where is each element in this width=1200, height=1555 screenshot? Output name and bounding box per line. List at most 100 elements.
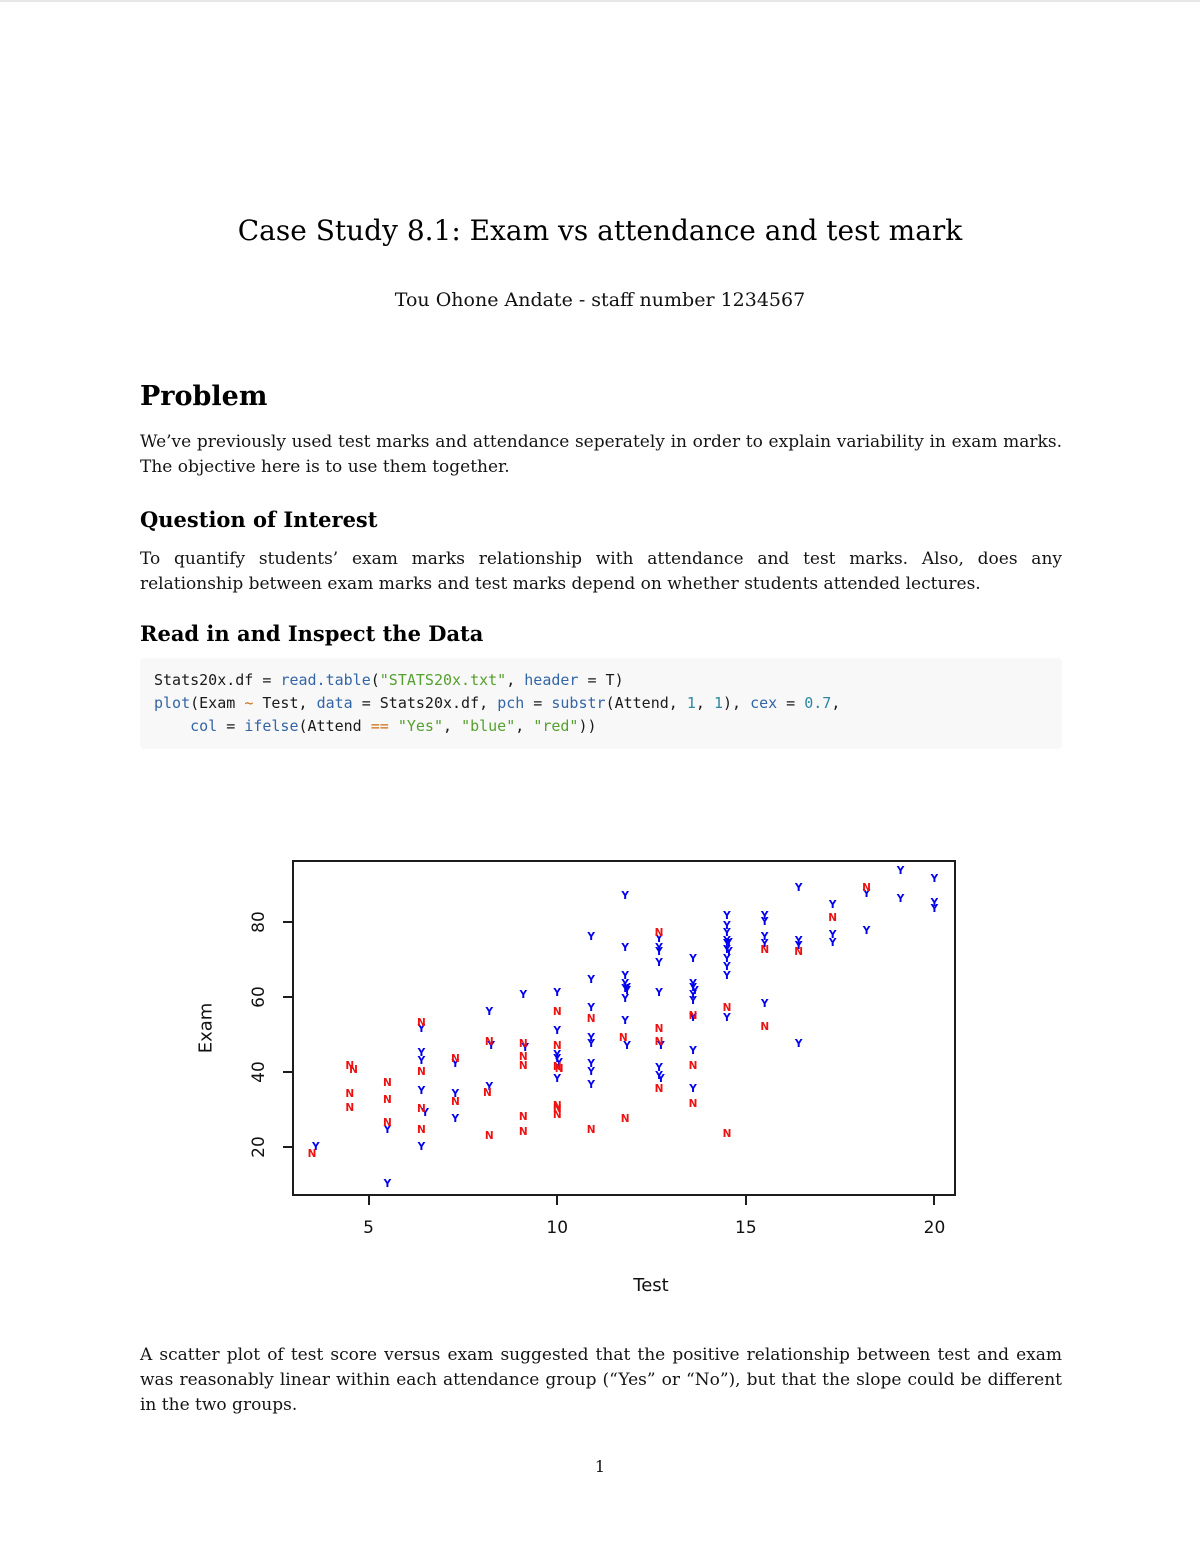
data-point: Y <box>485 1005 494 1018</box>
data-point: N <box>518 1060 528 1072</box>
data-point: N <box>552 1103 562 1116</box>
data-point: N <box>345 1088 355 1101</box>
data-point: Y <box>621 992 629 1005</box>
data-point: Y <box>657 1039 665 1052</box>
data-point: Y <box>655 986 663 999</box>
data-point: Y <box>451 1112 460 1125</box>
data-point: N <box>383 1093 392 1106</box>
data-point: Y <box>417 1054 426 1067</box>
data-point: Y <box>930 872 939 885</box>
data-point: N <box>416 1065 426 1078</box>
data-point: Y <box>587 1058 595 1071</box>
data-point: Y <box>723 910 731 922</box>
data-point: N <box>688 1009 698 1022</box>
data-point: Y <box>723 943 731 956</box>
data-point: N <box>484 1129 494 1142</box>
data-point: N <box>760 1020 770 1033</box>
data-point: Y <box>621 970 629 982</box>
data-point: N <box>383 1116 392 1129</box>
data-point: N <box>722 1127 732 1140</box>
data-point: Y <box>689 953 697 966</box>
data-point: Y <box>689 994 697 1007</box>
author-line: Tou Ohone Andate - staff number 1234567 <box>394 289 806 311</box>
data-point: N <box>618 1031 628 1044</box>
data-point: Y <box>723 1011 731 1024</box>
data-point: N <box>586 1123 596 1136</box>
data-point: Y <box>689 977 697 990</box>
data-point: Y <box>794 1037 803 1050</box>
data-point: Y <box>655 956 663 969</box>
data-point: Y <box>311 1140 320 1153</box>
data-point: N <box>688 1097 698 1110</box>
data-point: N <box>654 1082 664 1095</box>
x-axis-tick <box>556 1196 559 1205</box>
data-point: N <box>794 945 804 958</box>
data-point: N <box>722 1001 732 1014</box>
x-axis-tick <box>367 1196 370 1205</box>
plot-box <box>292 860 956 1196</box>
data-point: Y <box>794 940 803 952</box>
problem-text: We’ve previously used test marks and att… <box>140 432 1062 477</box>
data-point: Y <box>828 936 837 949</box>
data-point: Y <box>655 1069 663 1082</box>
data-point: Y <box>655 1061 663 1074</box>
y-axis-tick <box>283 1145 292 1148</box>
data-point: N <box>586 1013 596 1026</box>
data-point: Y <box>587 1001 595 1014</box>
section-heading-read-data: Read in and Inspect the Data <box>140 621 484 646</box>
data-point: Y <box>553 1073 562 1086</box>
data-point: Y <box>723 934 731 947</box>
data-point: Y <box>521 1041 529 1054</box>
data-point: N <box>484 1035 494 1048</box>
data-point: Y <box>417 1140 426 1153</box>
data-point: Y <box>760 998 769 1011</box>
data-point: N <box>552 1099 562 1112</box>
data-point: Y <box>623 985 631 997</box>
data-point: Y <box>725 936 733 949</box>
data-point: Y <box>689 1045 697 1057</box>
data-point: N <box>518 1125 528 1138</box>
x-axis-tick <box>933 1196 936 1205</box>
data-point: Y <box>896 893 905 906</box>
data-point: Y <box>794 934 803 947</box>
y-axis-tick-label: 40 <box>249 1061 269 1083</box>
data-point: Y <box>828 898 837 911</box>
data-point: Y <box>657 1073 665 1086</box>
data-point: N <box>450 1052 460 1065</box>
data-point: Y <box>421 1106 429 1119</box>
data-point: Y <box>587 973 595 986</box>
data-point: Y <box>760 910 769 922</box>
question-text: To quantify students’ exam marks relatio… <box>140 549 1062 594</box>
data-point: Y <box>417 1022 426 1035</box>
data-point: N <box>483 1086 492 1099</box>
data-point: Y <box>760 938 769 951</box>
data-point: Y <box>828 928 837 941</box>
data-point: Y <box>723 970 731 982</box>
data-point: N <box>828 911 838 924</box>
data-point: Y <box>621 1015 629 1027</box>
data-point: N <box>307 1148 317 1161</box>
data-point: N <box>620 1112 630 1125</box>
scatter-plot: Test Exam 5 10 15 20 20 40 60 80 Y Y Y Y Y Y Y Y Y Y Y Y Y Y Y… <box>185 852 995 1322</box>
data-point: Y <box>417 1046 426 1059</box>
data-point: N <box>654 1035 664 1048</box>
code-line: Stats20x.df = read.table("STATS20x.txt",… <box>154 671 624 689</box>
data-point: Y <box>723 938 731 951</box>
data-point: Y <box>587 1065 595 1078</box>
data-point: Y <box>487 1039 495 1052</box>
data-point: Y <box>689 1011 697 1024</box>
data-point: Y <box>623 981 631 994</box>
data-point: Y <box>417 1084 426 1097</box>
data-point: Y <box>691 985 699 997</box>
data-point: Y <box>553 1052 562 1065</box>
data-point: Y <box>723 919 731 932</box>
data-point: Y <box>553 1048 562 1061</box>
data-point: N <box>862 881 871 894</box>
data-point: Y <box>485 1080 494 1093</box>
data-point: Y <box>896 865 905 877</box>
data-point: Y <box>760 915 769 928</box>
data-point: Y <box>725 945 733 958</box>
data-point: N <box>552 1039 562 1052</box>
data-point: Y <box>623 1039 631 1052</box>
data-point: Y <box>655 945 663 958</box>
